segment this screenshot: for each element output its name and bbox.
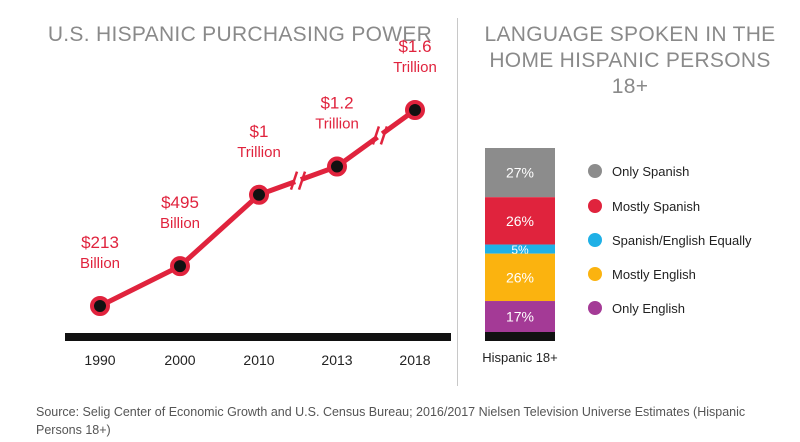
legend-swatch-0 [588, 164, 602, 178]
bar-segment-label-1: 26% [506, 213, 534, 229]
axis-break-mark [289, 171, 307, 191]
axis-break-mark [371, 126, 389, 145]
bar-segment-2 [485, 244, 555, 254]
data-label-1990-unit: Billion [80, 255, 120, 272]
data-label-2018-value: $1.6 [398, 37, 431, 56]
bar-segment-3 [485, 253, 555, 302]
x-tick-2013: 2013 [321, 352, 352, 368]
legend-label-2: Spanish/English Equally [612, 233, 752, 248]
source-note: Source: Selig Center of Economic Growth … [36, 405, 746, 437]
data-label-2010-unit: Trillion [237, 144, 281, 161]
x-tick-2000: 2000 [164, 352, 195, 368]
legend-label-0: Only Spanish [612, 164, 689, 179]
data-label-2000-value: $495 [161, 193, 199, 212]
data-label-2013-unit: Trillion [315, 116, 359, 133]
legend-swatch-3 [588, 267, 602, 281]
data-label-2018-unit: Trillion [393, 59, 437, 76]
data-label-2000-unit: Billion [160, 215, 200, 232]
data-label-2013-value: $1.2 [320, 94, 353, 113]
bar-segment-4 [485, 301, 555, 332]
data-point-1990 [90, 296, 110, 316]
bar-segment-1 [485, 197, 555, 245]
purchasing-power-title: U.S. HISPANIC PURCHASING POWER [47, 23, 433, 46]
data-point-2013 [327, 156, 347, 177]
bar-segment-label-4: 17% [506, 309, 534, 325]
bar-segment-0 [485, 148, 555, 198]
legend-label-4: Only English [612, 301, 685, 316]
legend-label-1: Mostly Spanish [612, 199, 700, 214]
legend-swatch-2 [588, 233, 602, 247]
x-tick-2018: 2018 [399, 352, 430, 368]
bar-baseline [485, 332, 555, 341]
legend-swatch-1 [588, 199, 602, 213]
data-point-2010 [249, 184, 269, 205]
chart-divider [457, 18, 458, 386]
data-point-2018 [405, 100, 425, 120]
bar-segment-label-0: 27% [506, 165, 534, 181]
x-tick-2010: 2010 [243, 352, 274, 368]
bar-category-label: Hispanic 18+ [482, 350, 558, 365]
legend-swatch-4 [588, 301, 602, 315]
data-label-1990-value: $213 [81, 233, 119, 252]
bar-segment-label-2: 5% [511, 243, 529, 257]
legend-label-3: Mostly English [612, 267, 696, 282]
bar-segment-label-3: 26% [506, 269, 534, 285]
x-tick-1990: 1990 [84, 352, 115, 368]
data-point-2000 [170, 256, 190, 277]
charts-canvas: $213 Billion 1990 $495 Billion 2000 $1 Trillion… [65, 37, 752, 368]
data-label-2010-value: $1 [250, 122, 269, 141]
x-axis-bar [65, 333, 451, 341]
language-chart-title: LANGUAGE SPOKEN IN THE HOME HISPANIC PER… [484, 23, 776, 98]
